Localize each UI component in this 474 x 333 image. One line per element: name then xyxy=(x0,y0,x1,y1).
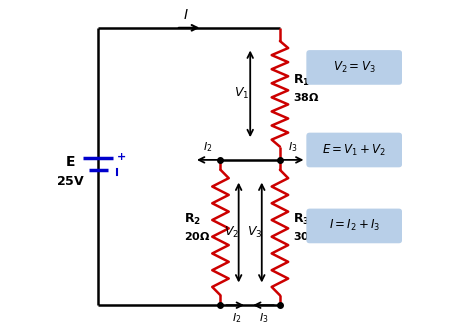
Text: $V_3$: $V_3$ xyxy=(247,225,263,240)
Text: $I_3$: $I_3$ xyxy=(259,311,268,325)
Text: $I_2$: $I_2$ xyxy=(232,311,242,325)
Text: $V_2 = V_3$: $V_2 = V_3$ xyxy=(333,60,375,75)
Text: $\mathbf{20\Omega}$: $\mathbf{20\Omega}$ xyxy=(184,230,211,242)
Text: $\mathbf{30\Omega}$: $\mathbf{30\Omega}$ xyxy=(293,230,320,242)
Text: $\mathbf{R_1}$: $\mathbf{R_1}$ xyxy=(293,73,310,88)
Text: $\mathbf{R_3}$: $\mathbf{R_3}$ xyxy=(293,212,310,227)
FancyBboxPatch shape xyxy=(306,50,402,85)
Text: $E = V_1 + V_2$: $E = V_1 + V_2$ xyxy=(322,143,386,158)
Text: $I_3$: $I_3$ xyxy=(288,140,298,154)
Text: $I_2$: $I_2$ xyxy=(202,140,212,154)
FancyBboxPatch shape xyxy=(306,208,402,243)
Text: $\mathbf{25V}$: $\mathbf{25V}$ xyxy=(56,175,85,188)
Text: $I = I_2 + I_3$: $I = I_2 + I_3$ xyxy=(328,218,380,233)
Text: $\mathbf{E}$: $\mathbf{E}$ xyxy=(65,155,75,168)
Text: $\mathbf{38\Omega}$: $\mathbf{38\Omega}$ xyxy=(293,91,320,103)
Text: $I$: $I$ xyxy=(183,8,189,22)
Text: $\mathbf{R_2}$: $\mathbf{R_2}$ xyxy=(184,212,201,227)
Text: $V_1$: $V_1$ xyxy=(234,86,250,102)
Text: $V_2$: $V_2$ xyxy=(225,225,240,240)
FancyBboxPatch shape xyxy=(306,133,402,167)
Text: +: + xyxy=(117,152,126,162)
